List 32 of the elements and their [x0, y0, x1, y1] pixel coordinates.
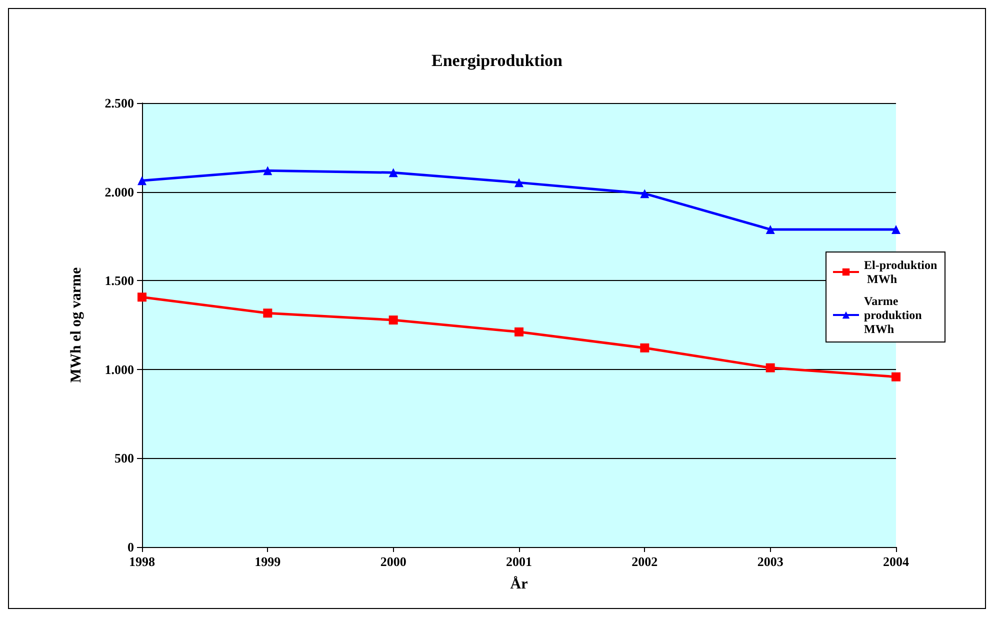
- point: [388, 168, 398, 178]
- x-tick-label: 2002: [632, 554, 658, 569]
- x-tick-label: 2000: [380, 554, 406, 569]
- point: [766, 363, 775, 372]
- point: [263, 308, 272, 318]
- y-tick-label: 2.000: [104, 184, 134, 200]
- point: [766, 224, 775, 234]
- point: [263, 166, 272, 176]
- x-tick-label: 2003: [757, 554, 784, 569]
- x-axis-title: År: [510, 576, 528, 592]
- x-tick-label: 1999: [254, 554, 282, 569]
- x-tick-label: 2001: [506, 554, 532, 569]
- y-axis-title: MWh el og varme: [68, 266, 84, 383]
- point: [892, 224, 900, 234]
- x-tick-label: 2004: [883, 554, 910, 569]
- point: [388, 316, 398, 325]
- point: [640, 189, 650, 198]
- legend-label: Varme produktion MWh: [864, 294, 925, 336]
- chart-title: Energiproduktion: [431, 51, 564, 70]
- legend-label: El-produktion MWh: [864, 258, 938, 286]
- point: [892, 372, 900, 382]
- point: [514, 327, 524, 336]
- y-tick-label: 0: [128, 540, 134, 554]
- y-tick-label: 1.500: [104, 273, 134, 288]
- y-tick-label: 1.000: [104, 362, 134, 377]
- x-tick-label: 1998: [129, 554, 156, 569]
- point: [138, 176, 146, 186]
- y-tick-label: 500: [114, 450, 134, 466]
- point: [514, 178, 524, 188]
- point: [138, 292, 146, 302]
- point: [640, 343, 650, 352]
- y-tick-label: 2.500: [104, 96, 134, 110]
